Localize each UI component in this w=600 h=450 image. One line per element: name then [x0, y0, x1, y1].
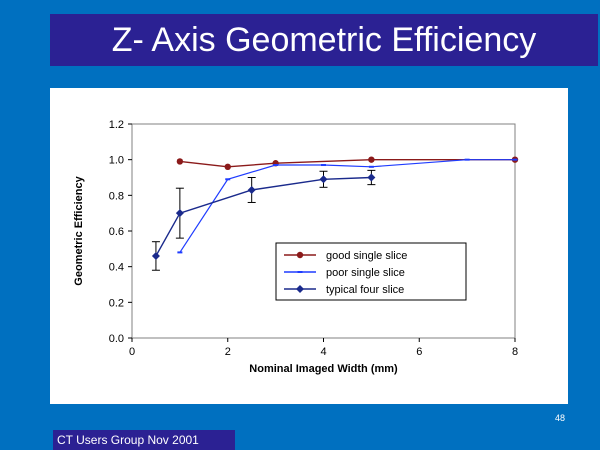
- legend-marker: [296, 251, 304, 259]
- plot-area-border: [131, 123, 516, 339]
- series-typical-four-slice: [151, 169, 376, 271]
- slide-number: 48: [555, 413, 566, 423]
- x-axis-ticks: 0 2 4 6 8: [129, 338, 518, 358]
- data-point: [367, 173, 376, 182]
- legend-label: poor single slice: [326, 267, 405, 279]
- efficiency-chart: 0.0 0.2 0.4 0.6 0.8 1.0 1.2 0 2 4 6 8 Geometric Ef…: [73, 119, 519, 375]
- slide-title: Z- Axis Geometric Efficiency: [111, 21, 537, 59]
- data-point: [151, 251, 160, 260]
- y-axis-ticks: 0.0 0.2 0.4 0.6 0.8 1.0 1.2: [109, 119, 132, 345]
- data-point: [224, 163, 231, 170]
- series-good-single-slice: [176, 156, 519, 170]
- plot-frame: [131, 123, 516, 339]
- data-point: [175, 209, 184, 218]
- chart-card: 0.0 0.2 0.4 0.6 0.8 1.0 1.2 0 2 4 6 8 Geometric Ef…: [50, 88, 568, 404]
- data-point: [319, 175, 328, 184]
- y-tick-label: 0.6: [109, 226, 124, 238]
- y-tick-label: 0.0: [109, 333, 124, 345]
- x-tick-label: 2: [225, 346, 231, 358]
- title-bar: Z- Axis Geometric Efficiency: [50, 14, 598, 66]
- series-line: [179, 159, 515, 253]
- legend-entry: good single slice: [284, 250, 407, 262]
- legend-marker: [296, 285, 304, 293]
- footer-text: CT Users Group Nov 2001: [57, 433, 199, 447]
- x-axis-label: Nominal Imaged Width (mm): [249, 363, 398, 375]
- data-point: [247, 185, 256, 194]
- y-tick-label: 1.0: [109, 155, 124, 167]
- footer-box: CT Users Group Nov 2001: [53, 430, 235, 450]
- legend-entry: typical four slice: [284, 284, 404, 296]
- y-tick-label: 0.4: [109, 262, 124, 274]
- x-tick-label: 4: [320, 346, 326, 358]
- x-tick-label: 8: [512, 346, 518, 358]
- y-tick-label: 0.2: [109, 297, 124, 309]
- legend: good single slice poor single slice typica…: [275, 242, 467, 301]
- x-tick-label: 6: [416, 346, 422, 358]
- series-poor-single-slice: [177, 158, 518, 254]
- legend-label: good single slice: [326, 250, 407, 262]
- data-point: [368, 156, 375, 163]
- y-tick-label: 1.2: [109, 119, 124, 131]
- data-point: [176, 158, 184, 165]
- legend-label: typical four slice: [326, 284, 404, 296]
- x-tick-label: 0: [129, 346, 135, 358]
- y-axis-label: Geometric Efficiency: [73, 175, 85, 285]
- y-tick-label: 0.8: [109, 190, 124, 202]
- series-layer: [151, 156, 519, 271]
- legend-entry: poor single slice: [284, 267, 405, 279]
